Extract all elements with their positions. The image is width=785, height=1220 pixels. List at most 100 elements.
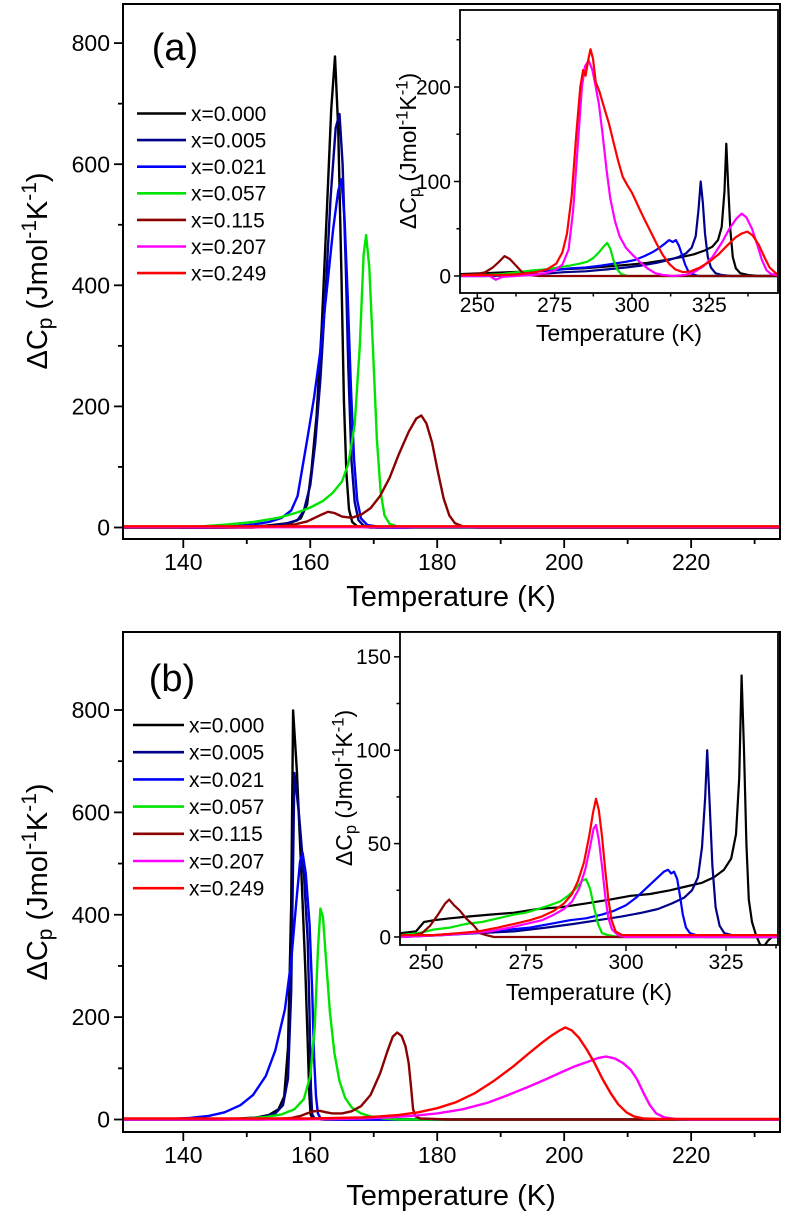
y-axis-title-sub: p (34, 318, 57, 330)
y-tick-label: 0 (379, 926, 391, 949)
y-axis-title-sup: -1 (392, 111, 411, 126)
y-axis-title: ΔCp (Jmol-1K-1) (18, 172, 57, 369)
b-inset-curve-4 (400, 898, 778, 939)
x-tick-label: 160 (291, 1142, 329, 1168)
x-axis-title: Temperature (K) (346, 581, 556, 613)
y-axis-title-text: ΔC (22, 329, 54, 369)
y-axis-title: ΔCp (Jmol-1K-1) (392, 73, 424, 229)
y-axis-title-text: ΔC (395, 197, 421, 229)
y-axis-title-text: (Jmol (22, 239, 54, 318)
y-axis-title-sup: -1 (18, 182, 41, 201)
y-tick-label: 0 (97, 1107, 110, 1133)
y-axis-title-text: ΔC (331, 834, 357, 866)
y-tick-label: 800 (72, 30, 110, 56)
legend-label-5: x=0.207 (191, 236, 266, 259)
b-main-curve-5 (123, 1055, 780, 1121)
legend-label-0: x=0.000 (189, 714, 264, 737)
legend-label-3: x=0.057 (191, 183, 266, 206)
y-tick-label: 400 (72, 902, 110, 928)
legend-label-4: x=0.115 (191, 209, 265, 232)
b-main-curve-3 (123, 907, 780, 1121)
y-axis-title-text: ) (22, 783, 54, 793)
a-inset-chart: 250 275 300 325 0 100 200 Temperature (K) ΔCp (J… (392, 9, 779, 346)
y-axis-title-text: ΔC (22, 940, 54, 980)
legend-label-0: x=0.000 (191, 103, 266, 126)
legend-label-2: x=0.021 (189, 769, 264, 792)
b-inset-plot-area (400, 632, 778, 945)
a-inset-plot-area (460, 10, 778, 293)
y-axis-title-sup: -1 (18, 793, 41, 812)
x-tick-label: 140 (164, 1142, 202, 1168)
legend-label-4: x=0.115 (189, 823, 263, 846)
x-tick-label: 160 (291, 549, 329, 575)
y-tick-label: 200 (72, 393, 110, 419)
x-tick-label: 180 (418, 1142, 456, 1168)
y-tick-label: 200 (416, 76, 451, 99)
y-axis-title-text: (Jmol (331, 762, 357, 825)
y-tick-label: 400 (72, 272, 110, 298)
x-tick-label: 275 (537, 294, 572, 317)
x-tick-label: 325 (708, 951, 743, 974)
legend-label-6: x=0.249 (189, 878, 264, 901)
x-tick-label: 250 (460, 294, 495, 317)
y-axis-title-sup: -1 (18, 831, 41, 850)
panel-label-b: (b) (149, 658, 195, 700)
x-tick-label: 220 (672, 549, 710, 575)
x-tick-label: 275 (508, 951, 543, 974)
x-axis-title: Temperature (K) (346, 1180, 556, 1212)
x-tick-label: 140 (164, 549, 202, 575)
panel-label-a: (a) (152, 27, 198, 69)
legend: x=0.000 x=0.005 x=0.021 x=0.057 x=0.115 x=0.2… (133, 714, 264, 901)
y-axis-title-sub: p (341, 825, 360, 834)
y-axis-title-sup: -1 (328, 748, 347, 763)
legend-label-1: x=0.005 (191, 129, 266, 152)
x-tick-label: 300 (608, 951, 643, 974)
x-axis-title: Temperature (K) (536, 320, 702, 346)
y-axis-title-text: K (395, 95, 421, 111)
y-tick-label: 600 (72, 799, 110, 825)
legend: x=0.000 x=0.005 x=0.021 x=0.057 x=0.115 x=0.2… (137, 103, 266, 285)
y-axis-title-text: K (22, 811, 54, 831)
y-axis-title-text: (Jmol (395, 125, 421, 188)
y-axis-title-text: ) (395, 73, 421, 81)
y-axis-title: ΔCp (Jmol-1K-1) (18, 783, 57, 980)
a-main-frame (122, 3, 781, 540)
y-axis-title-sub: p (405, 188, 424, 197)
y-axis-title-sup: -1 (328, 718, 347, 733)
y-tick-label: 150 (356, 646, 391, 669)
y-axis-title-sup: -1 (392, 81, 411, 96)
x-tick-label: 300 (614, 294, 649, 317)
x-tick-label: 325 (692, 294, 727, 317)
panel-a: 140 160 180 200 220 0 200 400 600 800 Temperature … (18, 3, 781, 613)
panel-b: 140 160 180 200 220 0 200 400 600 800 Temperature … (18, 631, 781, 1212)
b-inset-curve-0 (400, 674, 778, 945)
y-tick-label: 100 (416, 171, 451, 194)
x-tick-label: 250 (408, 951, 443, 974)
x-tick-label: 180 (418, 549, 456, 575)
y-tick-label: 50 (368, 833, 391, 856)
a-main-curve-3 (123, 233, 780, 529)
x-tick-label: 220 (672, 1142, 710, 1168)
a-main-curve-4 (123, 414, 780, 529)
a-inset-curve-6 (460, 48, 778, 277)
a-inset-frame (459, 9, 779, 294)
y-tick-label: 0 (439, 265, 451, 288)
legend-label-1: x=0.005 (189, 742, 264, 765)
a-inset-curve-5 (460, 59, 778, 281)
y-axis-title-text: K (331, 732, 357, 748)
b-inset-frame (399, 631, 779, 946)
x-axis-title: Temperature (K) (506, 979, 672, 1005)
a-inset-curve-3 (460, 241, 778, 278)
legend-label-5: x=0.207 (189, 850, 264, 873)
b-inset-curve-2 (400, 868, 778, 939)
y-axis-title-text: K (22, 200, 54, 220)
b-inset-chart: 250 275 300 325 0 50 100 150 Temperature (K) ΔCp … (328, 631, 779, 1005)
b-inset-curve-6 (400, 797, 778, 937)
legend-label-2: x=0.021 (191, 156, 266, 179)
b-inset-curve-5 (400, 823, 778, 939)
b-main-curve-6 (123, 1026, 780, 1121)
b-inset-curve-1 (400, 749, 778, 939)
y-tick-label: 0 (97, 515, 110, 541)
